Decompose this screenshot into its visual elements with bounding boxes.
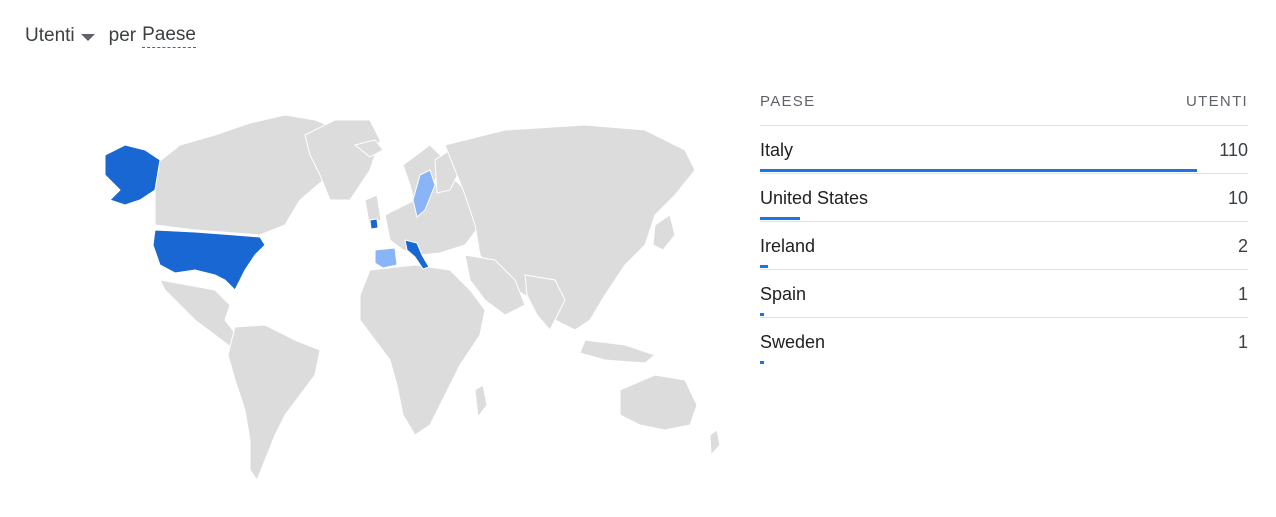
world-map[interactable]	[85, 105, 740, 485]
table-row[interactable]: Spain 1	[760, 270, 1248, 318]
user-count: 2	[1237, 236, 1248, 256]
user-count: 1	[1237, 284, 1248, 304]
value-bar	[760, 361, 764, 364]
map-country-italy	[404, 239, 430, 270]
value-bar	[760, 313, 764, 316]
map-country-sweden	[412, 169, 436, 218]
map-region-indonesia	[579, 339, 657, 364]
country-name: United States	[760, 188, 869, 208]
per-label: per	[108, 25, 137, 46]
map-country-ireland	[369, 218, 379, 230]
map-country-greenland	[304, 119, 381, 201]
map-country-japan	[652, 214, 676, 251]
metric-label: Utenti	[25, 25, 75, 46]
value-bar	[760, 217, 800, 220]
table-header: PAESE UTENTI	[760, 88, 1248, 126]
map-country-india	[524, 274, 566, 331]
map-region-africa	[359, 264, 486, 436]
dimension-selector[interactable]: Paese	[142, 24, 196, 48]
map-country-new-zealand	[709, 429, 721, 457]
card-header: Utenti per Paese	[25, 22, 196, 50]
map-country-australia	[619, 374, 698, 431]
country-name: Spain	[760, 284, 807, 304]
column-header-country[interactable]: PAESE	[760, 93, 816, 110]
value-bar	[760, 265, 768, 268]
map-country-iceland	[353, 139, 384, 158]
table-row[interactable]: Italy 110	[760, 126, 1248, 174]
column-header-users[interactable]: UTENTI	[1186, 93, 1248, 110]
metric-dropdown[interactable]: Utenti	[25, 25, 95, 47]
user-count: 110	[1219, 140, 1248, 160]
country-name: Ireland	[760, 236, 816, 256]
value-bar	[760, 169, 1197, 172]
map-country-spain	[374, 247, 398, 269]
table-row[interactable]: Sweden 1	[760, 318, 1248, 365]
caret-down-icon[interactable]	[80, 33, 95, 41]
country-table: PAESE UTENTI Italy 110 United States 10 Irel…	[760, 88, 1248, 365]
map-region-south-america	[227, 324, 321, 482]
map-country-united-states-alaska	[104, 144, 161, 206]
country-name: Italy	[760, 140, 794, 160]
user-count: 1	[1237, 332, 1248, 352]
map-country-uk	[364, 194, 382, 224]
map-region-middle-east	[464, 254, 526, 316]
country-name: Sweden	[760, 332, 826, 352]
table-row[interactable]: Ireland 2	[760, 222, 1248, 270]
table-row[interactable]: United States 10	[760, 174, 1248, 222]
map-country-madagascar	[474, 384, 488, 419]
user-count: 10	[1227, 188, 1248, 208]
map-country-united-states	[152, 229, 266, 291]
